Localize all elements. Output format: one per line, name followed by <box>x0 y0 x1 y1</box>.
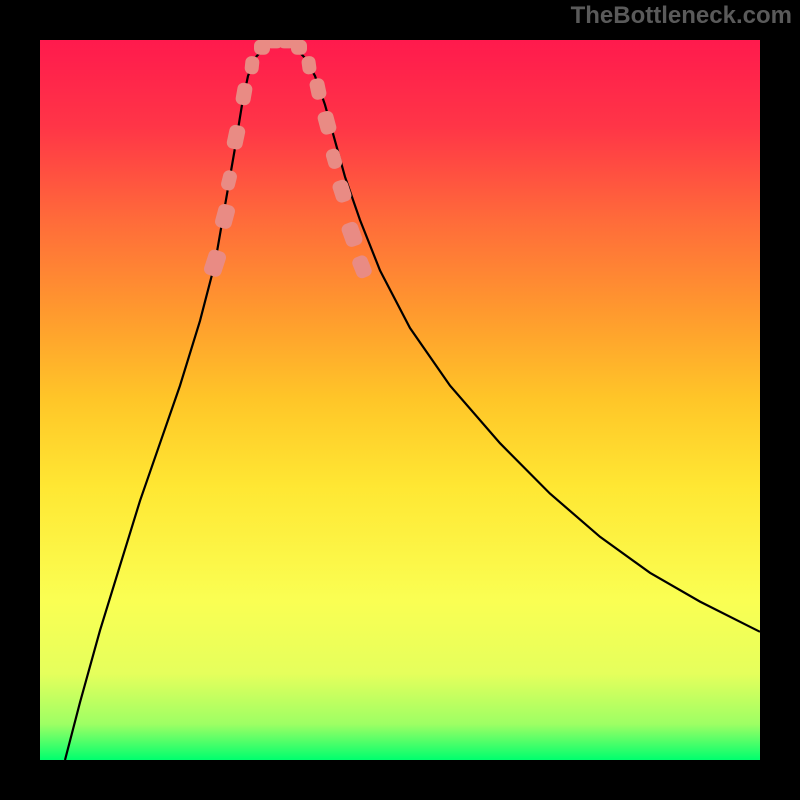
data-marker <box>308 77 327 101</box>
data-marker <box>301 55 317 75</box>
data-marker <box>235 82 254 106</box>
data-marker <box>340 220 364 248</box>
data-marker <box>350 254 373 280</box>
chart-container: TheBottleneck.com <box>0 0 800 800</box>
watermark-text: TheBottleneck.com <box>571 2 792 30</box>
plot-area <box>40 40 760 760</box>
data-marker <box>316 110 337 136</box>
data-marker <box>331 178 353 204</box>
data-marker <box>325 147 344 170</box>
data-marker <box>202 248 227 278</box>
data-marker <box>291 40 307 55</box>
data-marker <box>226 124 247 151</box>
data-marker <box>220 169 238 192</box>
curve-overlay <box>40 40 760 760</box>
data-markers <box>202 40 373 280</box>
bottleneck-curve <box>65 41 760 760</box>
data-marker <box>214 203 237 231</box>
data-marker <box>244 56 260 75</box>
